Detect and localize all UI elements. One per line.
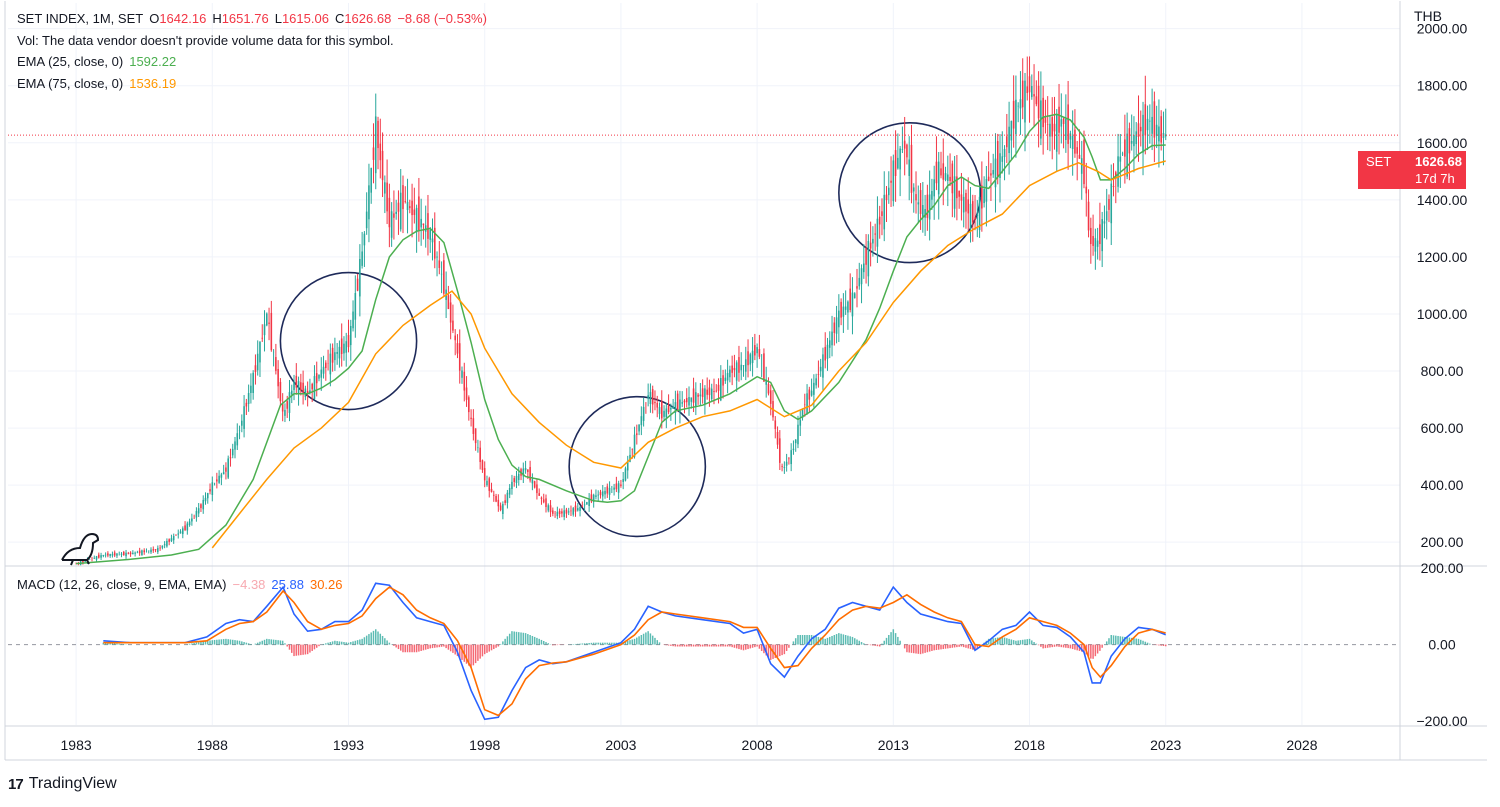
open-label: O xyxy=(149,11,160,26)
ohlc-legend: SET INDEX, 1M, SET O1642.16 H1651.76 L1615.… xyxy=(17,11,493,27)
ema75-line xyxy=(211,160,1166,549)
ema75-label: EMA (75, close, 0) xyxy=(17,76,124,91)
x-tick-label: 1998 xyxy=(469,737,500,753)
x-tick-label: 2013 xyxy=(878,737,909,753)
y-tick-label: 1800.00 xyxy=(1417,78,1468,94)
annotation-ellipse xyxy=(838,122,982,264)
annotation-ellipse xyxy=(568,395,707,538)
tradingview-branding[interactable]: 17 TradingView xyxy=(8,775,117,793)
ema25-value: 1592.22 xyxy=(129,54,177,69)
price-tag-value: 1626.68 xyxy=(1415,154,1462,169)
tradingview-logo-icon: 17 xyxy=(8,775,24,793)
macd-pane xyxy=(8,582,1400,721)
ema25-legend[interactable]: EMA (25, close, 0) 1592.22 xyxy=(17,54,182,70)
macd-y-tick-label: 0.00 xyxy=(1428,637,1455,653)
x-tick-label: 2003 xyxy=(605,737,636,753)
x-tick-label: 2008 xyxy=(742,737,773,753)
y-tick-label: 400.00 xyxy=(1421,477,1464,493)
price-tag-countdown: 17d 7h xyxy=(1415,171,1455,186)
ema25-line xyxy=(76,113,1166,565)
close-label: C xyxy=(334,11,345,26)
dinosaur-icon xyxy=(61,532,100,566)
high-value: 1651.76 xyxy=(221,11,269,26)
macd-legend[interactable]: MACD (12, 26, close, 9, EMA, EMA) −4.38 25… xyxy=(17,577,349,593)
currency-label: THB xyxy=(1414,8,1442,24)
x-tick-label: 1993 xyxy=(333,737,364,753)
x-tick-label: 2023 xyxy=(1150,737,1181,753)
macd-line xyxy=(103,582,1166,721)
x-tick-label: 2018 xyxy=(1014,737,1045,753)
macd-label: MACD (12, 26, close, 9, EMA, EMA) xyxy=(17,577,227,592)
annotation-ellipse xyxy=(279,271,418,411)
open-value: 1642.16 xyxy=(159,11,207,26)
y-tick-label: 1200.00 xyxy=(1417,249,1468,265)
high-label: H xyxy=(212,11,222,26)
y-tick-label: 600.00 xyxy=(1421,420,1464,436)
y-tick-label: 1000.00 xyxy=(1417,306,1468,322)
macd-y-tick-label: 200.00 xyxy=(1421,560,1464,576)
change-value: −8.68 (−0.53%) xyxy=(397,11,487,26)
brand-name: TradingView xyxy=(28,775,117,792)
low-value: 1615.06 xyxy=(281,11,329,26)
y-tick-label: 200.00 xyxy=(1421,534,1464,550)
price-candles xyxy=(75,56,1167,566)
ema75-legend[interactable]: EMA (75, close, 0) 1536.19 xyxy=(17,76,182,92)
y-tick-label: 1600.00 xyxy=(1417,135,1468,151)
symbol-label[interactable]: SET INDEX, 1M, SET xyxy=(17,11,144,26)
macd-signal-line xyxy=(103,586,1166,717)
vol-notice: Vol: The data vendor doesn't provide vol… xyxy=(17,33,394,48)
price-grid xyxy=(8,3,1400,725)
y-tick-label: 800.00 xyxy=(1421,363,1464,379)
macd-hist-value: −4.38 xyxy=(232,577,266,592)
y-tick-label: 2000.00 xyxy=(1417,21,1468,37)
x-tick-label: 1988 xyxy=(197,737,228,753)
macd-y-tick-label: −200.00 xyxy=(1417,713,1468,729)
low-label: L xyxy=(274,11,282,26)
price-lines xyxy=(8,113,1400,565)
ema25-label: EMA (25, close, 0) xyxy=(17,54,124,69)
annotations xyxy=(279,122,982,538)
x-tick-label: 1983 xyxy=(61,737,92,753)
price-tag-symbol: SET xyxy=(1366,154,1392,169)
last-price-tag: SET 1626.68 17d 7h xyxy=(1358,151,1466,189)
macd-value: 25.88 xyxy=(271,577,304,592)
close-value: 1626.68 xyxy=(344,11,392,26)
macd-signal-value: 30.26 xyxy=(309,577,343,592)
axes: 200.00 400.00 600.00 800.00 1000.00 1200.00 14… xyxy=(4,1,1487,761)
ema75-value: 1536.19 xyxy=(129,76,177,91)
y-tick-label: 1400.00 xyxy=(1417,192,1468,208)
x-tick-label: 2028 xyxy=(1286,737,1317,753)
